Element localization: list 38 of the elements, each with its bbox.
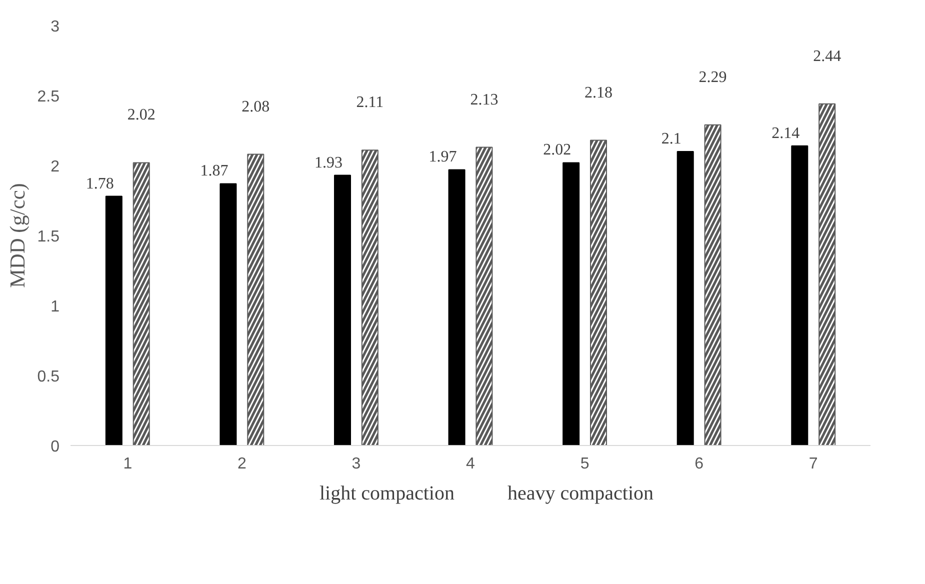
bar xyxy=(105,196,122,446)
data-label: 1.87 xyxy=(200,162,228,180)
y-tick-label: 2.5 xyxy=(37,88,60,106)
data-label: 2.29 xyxy=(698,68,727,86)
bar xyxy=(334,174,351,446)
data-label: 2.08 xyxy=(242,98,270,116)
bar xyxy=(448,169,466,446)
data-label: 2.02 xyxy=(543,142,572,159)
y-axis-title: MDD (g/cc) xyxy=(5,183,30,288)
x-tick-label: 6 xyxy=(694,456,704,472)
x-tick-label: 2 xyxy=(237,456,246,472)
data-label: 2.1 xyxy=(661,130,682,148)
y-tick-label: 0.5 xyxy=(37,368,60,386)
bar xyxy=(220,183,237,446)
bar xyxy=(791,145,808,446)
bar xyxy=(676,151,694,446)
y-tick-label: 2 xyxy=(50,158,60,176)
series-label: heavy compaction xyxy=(507,482,654,505)
data-label: 2.44 xyxy=(813,48,842,65)
x-tick-label: 5 xyxy=(580,456,590,472)
data-label: 2.18 xyxy=(584,84,612,102)
x-tick-label: 4 xyxy=(466,456,476,472)
data-label: 1.93 xyxy=(314,154,342,172)
data-label: 1.78 xyxy=(86,175,114,192)
data-label: 2.11 xyxy=(356,94,384,112)
data-label: 2.14 xyxy=(772,124,800,142)
bar xyxy=(562,162,580,446)
y-tick-label: 1 xyxy=(50,298,60,316)
data-label: 1.97 xyxy=(428,148,457,166)
x-tick-label: 7 xyxy=(808,456,818,472)
series-label: light compaction xyxy=(319,482,454,505)
x-tick-label: 1 xyxy=(123,456,132,472)
data-label: 2.02 xyxy=(127,106,156,124)
data-label: 2.13 xyxy=(470,91,498,108)
x-tick-label: 3 xyxy=(352,456,361,472)
y-tick-label: 1.5 xyxy=(37,228,60,246)
y-tick-label: 0 xyxy=(50,438,60,456)
y-tick-label: 3 xyxy=(50,18,60,36)
